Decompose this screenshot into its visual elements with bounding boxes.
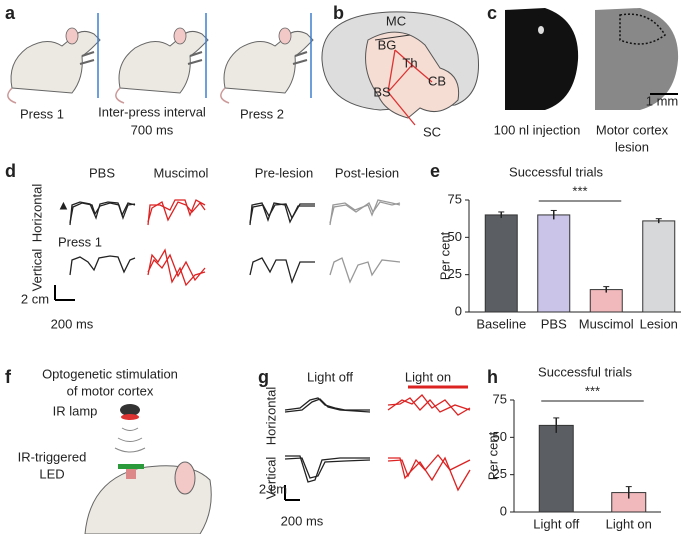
column-label: Pre-lesion [255,165,314,180]
y-tick-label: 50 [493,429,507,444]
row-label: Horizontal [29,184,44,243]
row-label: Horizontal [263,387,278,446]
scale-label: 2 cm [259,481,287,496]
panel-label: a [5,3,16,23]
caption: Press 1 [20,106,64,121]
column-label: Post-lesion [335,165,399,180]
significance-label: *** [572,183,587,198]
lesion-image [595,8,679,110]
scale-bar [284,485,300,501]
y-tick-label: 0 [500,503,507,518]
row-label: Vertical [29,249,44,292]
region-label: Th [402,55,417,70]
y-tick-label: 25 [493,466,507,481]
panel-label: c [487,3,497,23]
mouse-drawing [114,12,209,104]
region-label: BG [378,37,397,52]
region-label: CB [428,73,446,88]
optogenetic-drawing [84,404,212,534]
significance-label: *** [585,383,600,398]
x-tick-label: PBS [541,316,567,331]
traces [69,199,401,287]
lesion-outline [619,13,666,45]
panel-label: h [487,367,498,387]
mouse-drawing [219,12,314,104]
x-tick-label: Muscimol [579,316,634,331]
bar [642,220,676,313]
bar [538,424,574,513]
caption: LED [39,466,64,481]
y-axis-label: Per cent [485,431,500,480]
caption: Optogenetic stimulation [42,366,178,381]
caption: IR-triggered [18,449,87,464]
y-axis-label: Per cent [437,231,452,280]
bar [484,214,518,313]
scale-label: 200 ms [51,316,94,331]
x-tick-label: Lesion [640,316,678,331]
y-tick-label: 75 [493,391,507,406]
injection-spot [538,26,544,34]
caption: of motor cortex [67,383,154,398]
traces [284,394,471,492]
caption: Motor cortex [596,122,669,137]
scale-bar [54,285,75,301]
row-label: Vertical [263,457,278,500]
injection-image [505,8,579,110]
panel-label: f [5,367,12,387]
y-tick-label: 75 [448,191,462,206]
bar [537,214,571,313]
caption: Press 2 [240,106,284,121]
scale-label: 1 mm [646,93,679,108]
mouse-drawing [6,12,101,104]
y-tick-label: 0 [455,303,462,318]
region-label: BS [373,84,391,99]
caption: 700 ms [131,122,174,137]
caption: lesion [615,139,649,154]
panel-label: g [258,367,269,387]
x-tick-label: Light off [533,516,579,531]
panel-label: e [430,161,440,181]
column-label: Light off [307,369,353,384]
region-label: MC [386,13,406,28]
y-tick-label: 50 [448,229,462,244]
y-tick-label: 25 [448,266,462,281]
panel-label: d [5,161,16,181]
brain-diagram [321,11,480,126]
scale-label: 200 ms [281,513,324,528]
column-label: PBS [89,165,115,180]
x-tick-label: Baseline [476,316,526,331]
marker: ▲ [57,197,70,212]
scale-label: 2 cm [21,291,49,306]
column-label: Muscimol [154,165,209,180]
region-label: SC [423,124,441,139]
x-tick-label: Light on [606,516,652,531]
column-label: Light on [405,369,451,384]
caption: Inter-press interval [98,104,206,119]
caption: 100 nl injection [494,122,581,137]
chart-title: Successful trials [509,164,603,179]
trace-label: Press 1 [58,234,102,249]
caption: IR lamp [53,403,98,418]
bar [589,289,623,313]
panel-label: b [333,3,344,23]
chart-title: Successful trials [538,364,632,379]
